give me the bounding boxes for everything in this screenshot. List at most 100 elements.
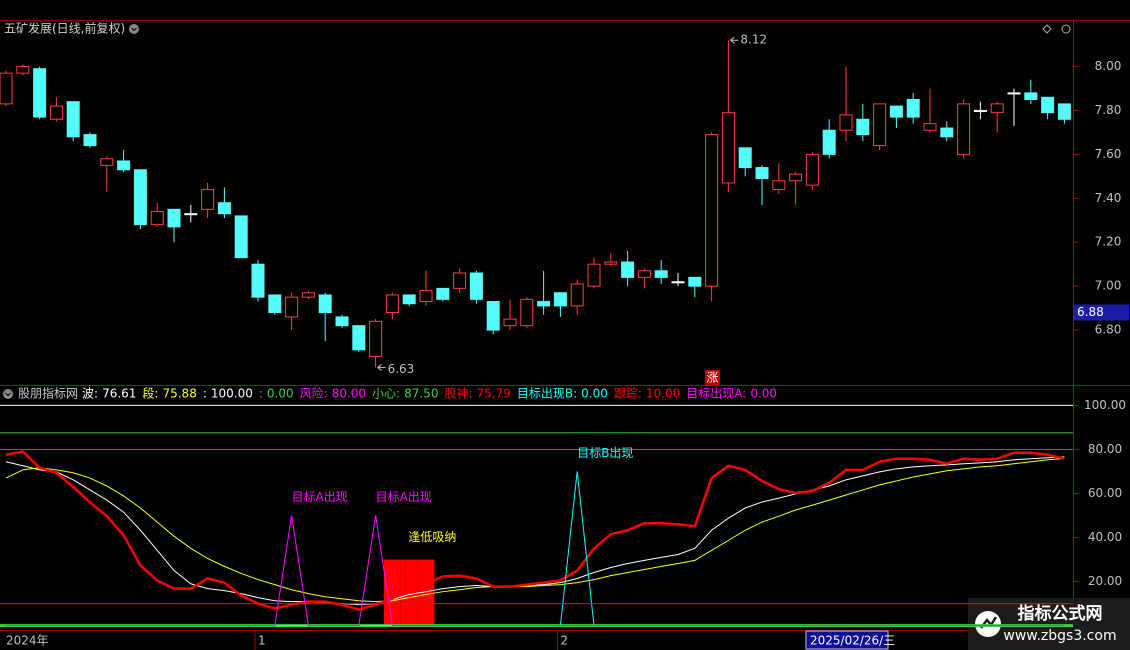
watermark-logo [980,616,998,629]
candle-body [83,134,97,147]
signal-bar [417,559,435,626]
candle-body [537,301,551,307]
candle-body [352,325,366,351]
indicator-line [5,450,1065,612]
legend-label: 目标出现B: [517,387,577,401]
y-tick-label: 40.00 [1088,530,1122,544]
peak-label: 目标A出现 [292,490,348,504]
candle-body [419,290,433,303]
candle-body [637,270,651,278]
min-marker [377,364,386,371]
legend-value: 75.88 [162,387,196,401]
menu-icon [131,27,137,32]
peak-label: 目标B出现 [577,446,633,460]
cursor-price: 6.88 [1077,305,1104,319]
candle-body [503,318,517,327]
candle-body [553,292,567,307]
legend-value: 76.61 [102,387,136,401]
diamond-icon[interactable] [1042,24,1052,34]
menu-icon [5,392,11,397]
candle-body [369,320,383,357]
y-tick-label: 20.00 [1088,574,1122,588]
x-tick-label: 2024年 [6,634,49,648]
chart-title: 五矿发展(日线,前复权) [4,21,125,36]
candle-body [234,215,248,259]
legend-value: 0.00 [267,387,294,401]
candle-body [335,316,349,327]
candle-body [789,173,803,182]
candle-body [805,153,819,186]
legend-value: 0.00 [581,387,608,401]
candle-body [1024,92,1038,100]
max-label: 8.12 [740,33,767,47]
legend-label: 段: [142,386,158,401]
candle-body [772,180,786,191]
indicator-line [5,456,1065,606]
candle-body [923,123,937,131]
candle-body [285,296,299,318]
candle-body [738,147,752,169]
candle-body [201,189,215,210]
y-tick-label: 60.00 [1088,486,1122,500]
watermark-url: www.zbgs3.com [1003,628,1116,644]
candle-body [133,169,147,226]
candle-body [16,66,30,74]
candle-body [100,158,114,166]
candle-body [570,283,584,307]
indicator-line [5,458,1065,603]
peak-label: 目标A出现 [376,490,432,504]
candle-body [117,160,131,171]
badge: 涨 [706,370,718,385]
candle-body [755,167,769,180]
candle-body [721,112,735,184]
candle-body [822,129,836,155]
candle-body [688,276,702,287]
y-tick-label: 7.20 [1095,235,1122,249]
candle-body [1057,103,1071,120]
y-tick-label: 7.60 [1095,147,1122,161]
legend-value: 0.00 [750,387,777,401]
candle-body [856,118,870,136]
candle-body [604,261,618,265]
y-tick-label: 7.80 [1095,103,1122,117]
candle-body [705,134,719,287]
candle-body [889,105,903,118]
candle-body [873,103,887,147]
candle-body [318,294,332,314]
candle-body [33,68,47,118]
legend-label: 跟踪: [614,387,642,401]
candle-body [301,292,315,298]
candle-body [469,272,483,300]
menu-icon[interactable] [3,389,13,399]
signal-bar [400,559,418,626]
candle-body [990,103,1004,114]
circle-icon[interactable] [1061,24,1071,34]
candle-body [906,98,920,118]
candle-body [621,261,635,278]
candle-body [957,103,971,155]
candle-body [940,127,954,138]
candle-body [1041,96,1055,114]
candle-body [150,211,164,226]
signal-bar [384,559,401,626]
legend-value: 75.79 [477,387,511,401]
legend-label: 目标出现A: [686,387,746,401]
x-tick-label: 2 [560,634,568,648]
y-tick-label: 100.00 [1084,398,1126,412]
legend-value: 10.00 [646,387,680,401]
cursor-price-box [1074,304,1129,321]
candle-body [402,294,416,305]
candle-body [973,109,987,112]
candle-body [268,294,282,314]
candle-body [671,281,685,284]
legend-value: 100.00 [211,387,253,401]
max-marker [730,36,739,44]
legend-value: 87.50 [404,387,438,401]
indicator-name: 股朋指标网 [18,386,78,401]
candle-body [0,72,13,105]
badge-box [705,370,720,385]
menu-icon[interactable] [129,24,139,34]
candle-body [251,263,265,298]
